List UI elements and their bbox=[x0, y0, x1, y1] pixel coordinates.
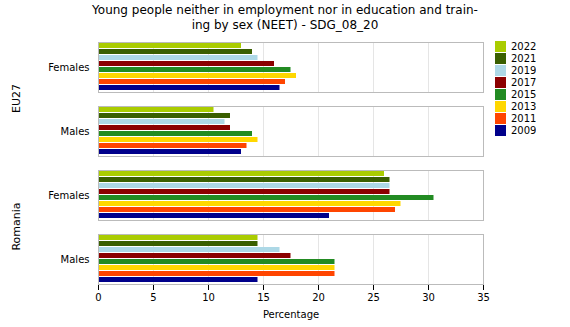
html-text:Young people neither in employ: Young people neither in employment nor i… bbox=[92, 3, 478, 32]
svg-text:5: 5 bbox=[150, 292, 156, 303]
svg-text:20: 20 bbox=[312, 292, 325, 303]
svg-text:Females: Females bbox=[48, 190, 89, 201]
svg-text:Percentage: Percentage bbox=[263, 309, 319, 320]
svg-text:10: 10 bbox=[202, 292, 215, 303]
svg-text:0: 0 bbox=[95, 292, 101, 303]
svg-text:Males: Males bbox=[61, 126, 90, 137]
html-text:2013: 2013 bbox=[511, 101, 537, 112]
html-text:2022: 2022 bbox=[511, 41, 537, 52]
svg-text:Females: Females bbox=[48, 62, 89, 73]
html-text:2019: 2019 bbox=[511, 65, 537, 76]
svg-text:30: 30 bbox=[422, 292, 435, 303]
html-text:2015: 2015 bbox=[511, 89, 537, 100]
html-text:2017: 2017 bbox=[511, 77, 537, 88]
svg-text:15: 15 bbox=[257, 292, 270, 303]
svg-text:Romania: Romania bbox=[10, 202, 23, 250]
html-text:2009: 2009 bbox=[511, 125, 537, 136]
html-text:2011: 2011 bbox=[511, 113, 537, 124]
svg-text:35: 35 bbox=[477, 292, 490, 303]
svg-text:25: 25 bbox=[367, 292, 380, 303]
svg-text:Males: Males bbox=[61, 254, 90, 265]
html-text:2021: 2021 bbox=[511, 53, 537, 64]
svg-text:EU27: EU27 bbox=[10, 84, 23, 113]
